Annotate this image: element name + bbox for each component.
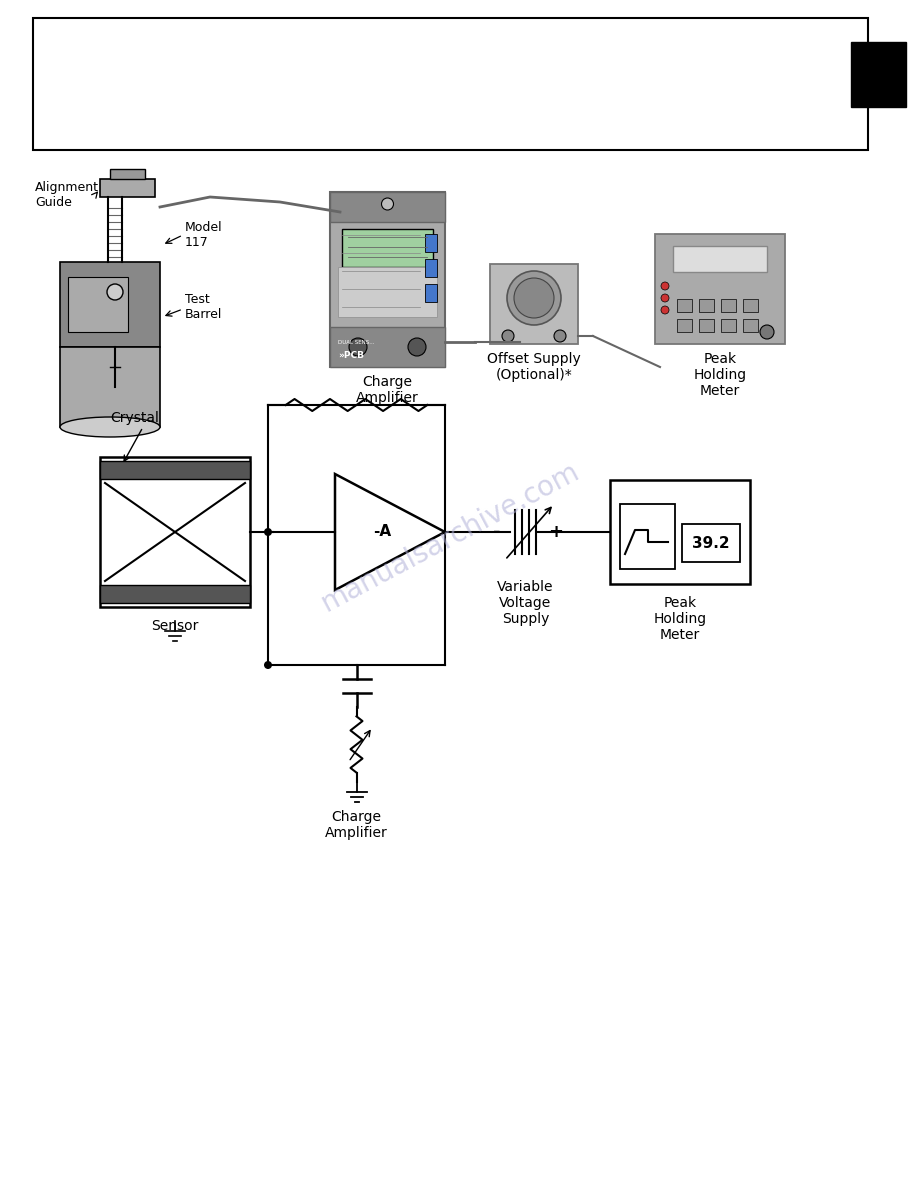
Text: 39.2: 39.2 bbox=[692, 535, 730, 551]
Text: Sensor: Sensor bbox=[151, 618, 199, 633]
Bar bbox=[721, 299, 736, 312]
Bar bbox=[851, 42, 906, 107]
Circle shape bbox=[264, 528, 272, 537]
Circle shape bbox=[264, 661, 272, 669]
Circle shape bbox=[349, 338, 367, 356]
Text: Peak
Holding
Meter: Peak Holding Meter bbox=[693, 353, 746, 399]
Circle shape bbox=[554, 330, 566, 342]
Bar bbox=[677, 319, 692, 332]
Circle shape bbox=[760, 325, 774, 339]
Bar bbox=[110, 169, 145, 179]
Text: Model
117: Model 117 bbox=[185, 221, 223, 249]
Bar bbox=[68, 277, 128, 332]
Text: Charge
Amplifier: Charge Amplifier bbox=[356, 375, 419, 405]
Text: Variable
Voltage
Supply: Variable Voltage Supply bbox=[497, 580, 554, 627]
Bar bbox=[330, 192, 445, 222]
Circle shape bbox=[107, 284, 123, 300]
Bar bbox=[60, 262, 160, 347]
Bar bbox=[100, 585, 250, 603]
Text: Test
Barrel: Test Barrel bbox=[185, 293, 223, 320]
Bar bbox=[425, 259, 437, 277]
Text: Crystal: Crystal bbox=[111, 411, 160, 425]
Bar bbox=[721, 319, 736, 332]
Polygon shape bbox=[335, 474, 445, 590]
Bar bbox=[33, 18, 868, 150]
Bar bbox=[60, 347, 160, 427]
Bar bbox=[673, 246, 767, 272]
Text: +: + bbox=[548, 523, 563, 541]
Bar bbox=[743, 299, 758, 312]
Text: -: - bbox=[493, 523, 501, 541]
Ellipse shape bbox=[60, 417, 160, 437]
Bar bbox=[330, 192, 445, 367]
Bar bbox=[620, 504, 675, 569]
Text: -A: -A bbox=[373, 525, 391, 540]
Circle shape bbox=[381, 198, 393, 210]
Bar bbox=[100, 179, 155, 197]
Bar bbox=[677, 299, 692, 312]
Circle shape bbox=[507, 271, 561, 325]
Circle shape bbox=[661, 283, 669, 290]
Text: DUAL SENS...: DUAL SENS... bbox=[338, 339, 374, 344]
Text: manualsarchive.com: manualsarchive.com bbox=[316, 457, 584, 617]
Circle shape bbox=[408, 338, 426, 356]
Text: Alignment
Guide: Alignment Guide bbox=[35, 180, 99, 209]
Circle shape bbox=[502, 330, 514, 342]
Bar bbox=[490, 264, 578, 344]
Bar bbox=[342, 229, 433, 267]
Bar bbox=[100, 457, 250, 607]
Bar bbox=[330, 326, 445, 367]
Text: Peak
Holding
Meter: Peak Holding Meter bbox=[654, 596, 707, 642]
Bar bbox=[338, 267, 437, 317]
Text: Charge
Amplifier: Charge Amplifier bbox=[326, 810, 388, 840]
Circle shape bbox=[661, 294, 669, 301]
Bar bbox=[699, 319, 714, 332]
Circle shape bbox=[514, 278, 554, 318]
Text: »PCB: »PCB bbox=[338, 350, 364, 360]
Bar bbox=[699, 299, 714, 312]
Bar bbox=[425, 284, 437, 301]
Bar bbox=[610, 480, 750, 584]
Bar bbox=[425, 234, 437, 252]
Bar bbox=[655, 234, 785, 344]
Bar bbox=[100, 461, 250, 480]
Bar bbox=[743, 319, 758, 332]
Text: Offset Supply
(Optional)*: Offset Supply (Optional)* bbox=[487, 353, 580, 382]
Bar bbox=[682, 523, 740, 561]
Circle shape bbox=[661, 306, 669, 315]
